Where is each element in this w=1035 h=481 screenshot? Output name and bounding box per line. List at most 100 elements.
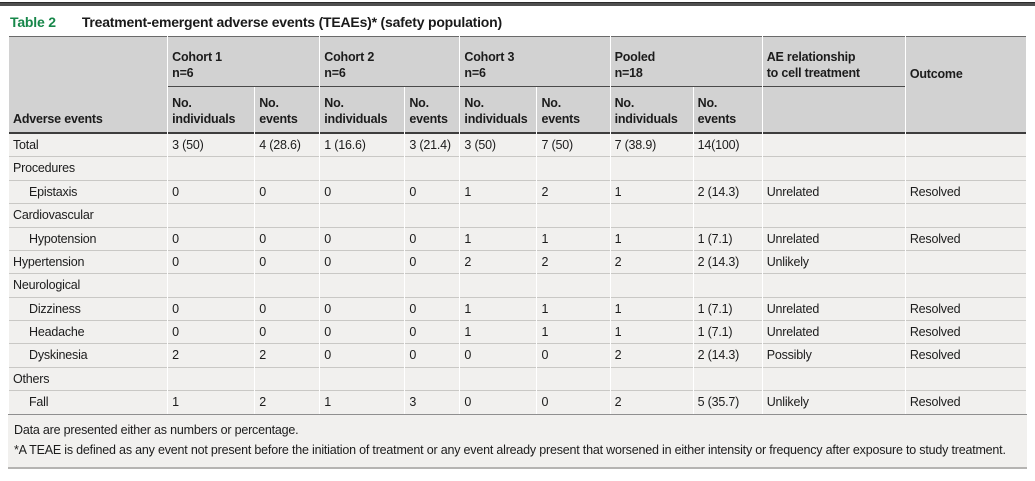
value-cell xyxy=(168,156,255,180)
outcome-cell xyxy=(905,156,1026,180)
value-cell: 2 xyxy=(610,343,693,367)
outcome-cell xyxy=(905,366,1026,391)
subheader-line2: events xyxy=(409,111,448,126)
subheader-line2: events xyxy=(259,111,298,126)
group-n: n=6 xyxy=(324,65,346,80)
table-row: Total 3 (50) 4 (28.6) 1 (16.6) 3 (21.4) 3 (50… xyxy=(9,134,1026,157)
value-cell xyxy=(255,366,320,391)
value-cell: 2 xyxy=(610,390,693,414)
value-cell xyxy=(693,156,762,180)
value-cell: 0 xyxy=(168,320,255,344)
footnote-teae-definition: *A TEAE is defined as any event not pres… xyxy=(14,442,1006,457)
subheader-line1: No. xyxy=(464,95,484,110)
table-row: Epistaxis 0 0 0 0 1 2 1 2 (14.3) Unrelated Resolve… xyxy=(9,179,1026,204)
value-cell xyxy=(693,273,762,297)
value-cell: 0 xyxy=(320,249,405,274)
value-cell: 1 xyxy=(460,226,537,250)
value-cell: 1 (7.1) xyxy=(693,296,762,320)
group-name: Pooled xyxy=(614,49,656,64)
value-cell: 0 xyxy=(405,343,460,367)
table-row: Dizziness 0 0 0 0 1 1 1 1 (7.1) Unrelated Resolved xyxy=(9,296,1026,320)
ae-relationship-cell: Unrelated xyxy=(762,296,905,320)
table-footnotes: Data are presented either as numbers or … xyxy=(8,413,1027,469)
value-cell: 0 xyxy=(405,179,460,204)
value-cell xyxy=(610,366,693,391)
value-cell: 1 xyxy=(610,320,693,344)
outcome-cell xyxy=(905,203,1026,227)
value-cell: 0 xyxy=(537,343,610,367)
value-cell xyxy=(405,273,460,297)
value-cell: 1 xyxy=(460,296,537,320)
ae-relationship-cell: Unrelated xyxy=(762,226,905,250)
value-cell xyxy=(610,156,693,180)
value-cell: 1 xyxy=(168,390,255,414)
value-cell xyxy=(610,273,693,297)
subheader-outcome-spacer xyxy=(905,87,1026,134)
value-cell: 1 xyxy=(610,226,693,250)
ae-relationship-cell xyxy=(762,366,905,391)
table-row: Hypertension 0 0 0 0 2 2 2 2 (14.3) Unlikely xyxy=(9,249,1026,274)
value-cell xyxy=(320,366,405,391)
outcome-cell: Resolved xyxy=(905,179,1026,204)
value-cell xyxy=(460,156,537,180)
subheader-line1: No. xyxy=(409,95,429,110)
subheader-line1: No. xyxy=(541,95,562,110)
group-header-cohort1: Cohort 1 n=6 xyxy=(168,36,320,87)
row-header-spacer xyxy=(9,36,168,87)
value-cell: 0 xyxy=(168,296,255,320)
value-cell: 0 xyxy=(255,179,320,204)
row-label: Hypertension xyxy=(9,249,168,274)
row-label: Cardiovascular xyxy=(9,203,168,227)
outcome-cell: Resolved xyxy=(905,296,1026,320)
value-cell xyxy=(537,156,610,180)
section-row: Others xyxy=(9,366,1026,391)
value-cell xyxy=(168,366,255,391)
value-cell: 0 xyxy=(168,249,255,274)
row-header-adverse-events: Adverse events xyxy=(9,87,168,134)
subheader-c1-individuals: No. individuals xyxy=(168,87,255,134)
subheader-c3-events: No. events xyxy=(537,87,610,134)
value-cell: 0 xyxy=(255,296,320,320)
footnote-data-presentation: Data are presented either as numbers or … xyxy=(14,422,299,437)
value-cell xyxy=(693,203,762,227)
value-cell: 0 xyxy=(168,179,255,204)
value-cell: 0 xyxy=(320,179,405,204)
row-label: Dizziness xyxy=(9,296,168,320)
group-name: Cohort 2 xyxy=(324,49,375,64)
table-caption: Table 2 Treatment-emergent adverse event… xyxy=(0,6,1035,36)
subheader-c2-events: No. events xyxy=(405,87,460,134)
value-cell: 0 xyxy=(405,296,460,320)
value-cell: 0 xyxy=(320,296,405,320)
subheader-line1: No. xyxy=(697,95,718,110)
value-cell: 0 xyxy=(255,249,320,274)
value-cell: 2 xyxy=(610,249,693,274)
ae-relationship-cell: Unrelated xyxy=(762,320,905,344)
row-label: Epistaxis xyxy=(9,179,168,204)
value-cell xyxy=(405,156,460,180)
subheader-pooled-events: No. events xyxy=(693,87,762,134)
group-header-row: Cohort 1 n=6 Cohort 2 n=6 Cohort 3 n=6 P… xyxy=(9,36,1026,87)
value-cell xyxy=(460,273,537,297)
row-label: Neurological xyxy=(9,273,168,297)
ae-relationship-cell: Possibly xyxy=(762,343,905,367)
row-label: Dyskinesia xyxy=(9,343,168,367)
value-cell: 0 xyxy=(255,226,320,250)
value-cell: 2 xyxy=(537,249,610,274)
outcome-cell: Resolved xyxy=(905,343,1026,367)
group-header-outcome: Outcome xyxy=(905,36,1026,87)
subheader-line2: individuals xyxy=(614,111,678,126)
value-cell: 0 xyxy=(255,320,320,344)
value-cell: 0 xyxy=(460,390,537,414)
value-cell: 2 (14.3) xyxy=(693,249,762,274)
group-name: Cohort 3 xyxy=(464,49,515,64)
value-cell: 0 xyxy=(320,226,405,250)
top-rule-divider xyxy=(0,2,1035,6)
table-row: Hypotension 0 0 0 0 1 1 1 1 (7.1) Unrelated Resolv… xyxy=(9,226,1026,250)
subheader-line1: No. xyxy=(614,95,635,110)
row-label: Fall xyxy=(9,390,168,414)
value-cell: 3 (21.4) xyxy=(405,134,460,157)
group-n: n=6 xyxy=(172,65,194,80)
subheader-pooled-individuals: No. individuals xyxy=(610,87,693,134)
row-label: Procedures xyxy=(9,156,168,180)
value-cell: 0 xyxy=(405,226,460,250)
